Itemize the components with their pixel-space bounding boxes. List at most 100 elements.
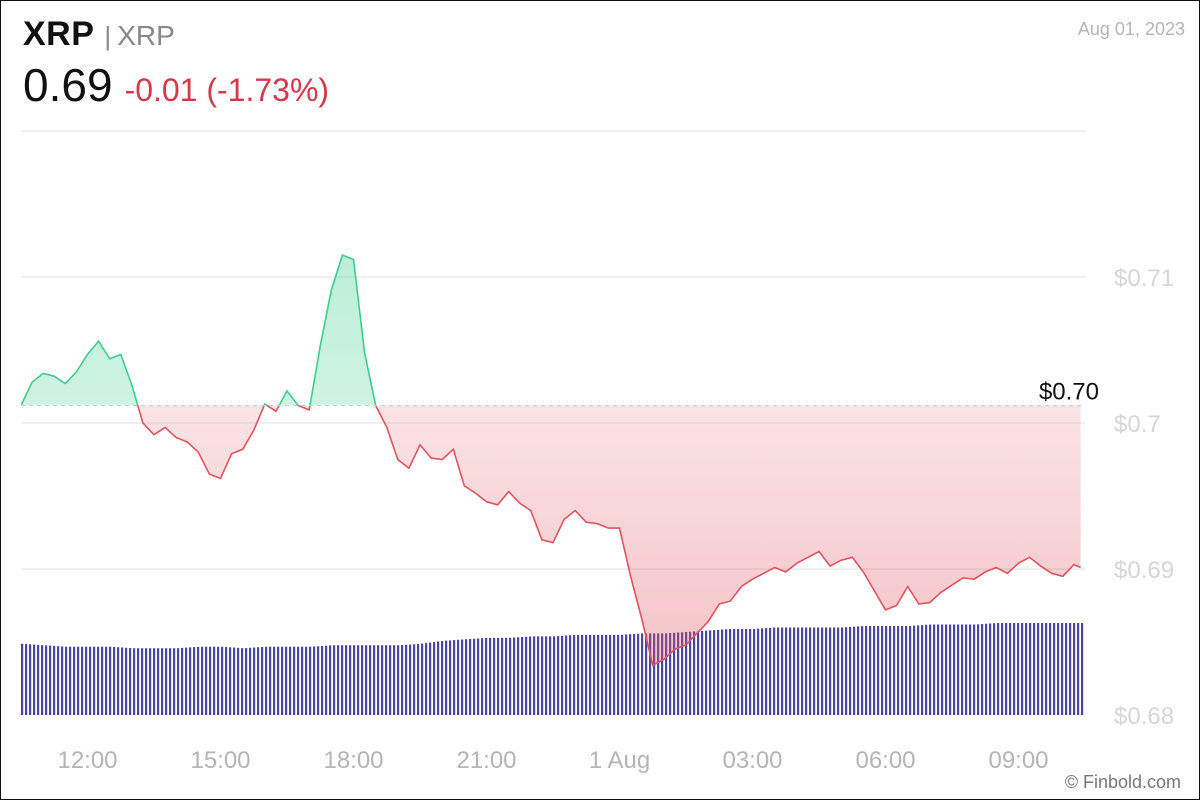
volume-bar [737,628,740,715]
volume-bar [853,626,856,715]
volume-bar [217,646,220,715]
volume-bar [361,645,364,715]
volume-bar [905,625,908,715]
volume-bar [37,644,40,715]
volume-bar [649,633,652,715]
volume-bar [565,635,568,715]
volume-bar [297,646,300,715]
volume-bar [517,637,520,715]
volume-bar [773,627,776,715]
volume-bar [213,646,216,715]
volume-bar [1005,623,1008,715]
volume-bar [957,624,960,715]
volume-bar [269,646,272,715]
volume-bar [749,628,752,715]
volume-bar [77,646,80,715]
volume-bar [461,639,464,715]
volume-bar [869,625,872,715]
volume-bar [349,645,352,715]
volume-bar [117,647,120,715]
volume-bar [1033,623,1036,715]
y-tick-label: $0.71 [1114,265,1174,292]
volume-bar [93,646,96,715]
volume-bar [509,637,512,715]
chart-date: Aug 01, 2023 [1077,19,1185,39]
volume-bar [237,647,240,715]
volume-bar [1065,623,1068,715]
volume-bar [81,646,84,715]
volume-bar [229,647,232,715]
x-tick-label: 09:00 [988,747,1048,774]
volume-bar [513,637,516,715]
volume-bar [581,634,584,715]
volume-bar [553,636,556,715]
volume-bar [889,625,892,715]
volume-bar [1073,623,1076,715]
volume-bar [385,645,388,715]
volume-bar [201,646,204,715]
volume-bar [181,647,184,715]
volume-bar [937,624,940,715]
volume-bar [673,632,676,715]
volume-bar [569,635,572,715]
area-above-reference [21,255,1081,406]
volume-bar [757,628,760,715]
volume-bar [701,630,704,715]
volume-bar [685,631,688,715]
volume-bar [453,640,456,715]
volume-bar [405,644,408,715]
volume-bar [645,633,648,715]
volume-bar [465,639,468,715]
volume-bar [489,637,492,715]
volume-bar [1041,623,1044,715]
volume-bar [585,634,588,715]
volume-bar [425,643,428,715]
volume-bar [609,634,612,715]
volume-bar [445,640,448,715]
volume-bar [145,648,148,715]
volume-bar [733,628,736,715]
volume-bar [393,645,396,715]
volume-bar [25,644,28,715]
volume-bar [417,643,420,715]
volume-bar [493,637,496,715]
volume-bar [885,625,888,715]
volume-bar [725,629,728,715]
volume-bar [441,640,444,715]
volume-bar [573,635,576,715]
volume-bar [53,645,56,715]
y-tick-label: $0.69 [1114,557,1174,584]
volume-bar [677,632,680,715]
x-tick-label: 12:00 [57,747,117,774]
volume-bar [621,634,624,715]
volume-bar [1021,623,1024,715]
volume-bar [1001,623,1004,715]
title-row: XRP | XRP [23,15,329,54]
volume-bar [897,625,900,715]
title-separator: | [104,21,112,51]
volume-bar [693,631,696,715]
y-tick-label: $0.68 [1114,703,1174,730]
volume-bar [653,633,656,715]
volume-bar [665,633,668,715]
x-tick-label: 21:00 [456,747,516,774]
volume-bar [141,648,144,715]
volume-bar [797,627,800,715]
volume-bar [597,634,600,715]
volume-bar [69,646,72,715]
volume-bar [1081,623,1084,715]
volume-bar [1049,623,1052,715]
volume-bar [785,627,788,715]
ticker-symbol: XRP [23,15,95,53]
volume-bar [981,624,984,715]
volume-bar [357,645,360,715]
x-tick-label: 15:00 [190,747,250,774]
y-tick-label: $0.7 [1114,411,1161,438]
volume-bar [169,648,172,715]
volume-bar [561,635,564,715]
current-price: 0.69 [23,59,113,111]
volume-bar [209,646,212,715]
volume-bar [593,634,596,715]
volume-bar [397,645,400,715]
volume-bar [369,645,372,715]
